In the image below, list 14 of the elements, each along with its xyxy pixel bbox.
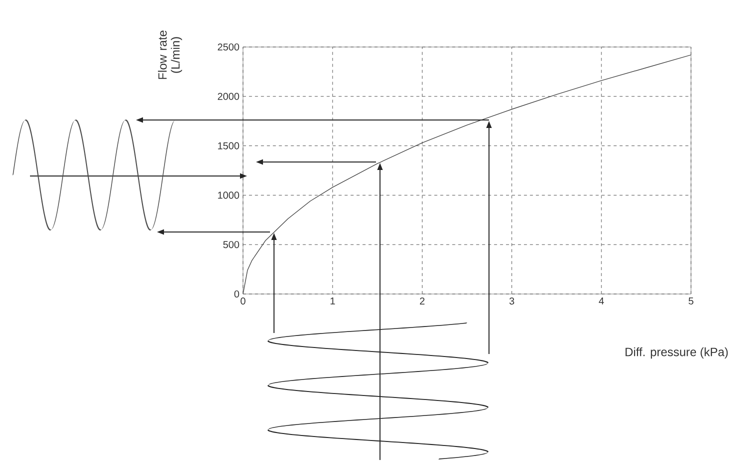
y-tick-label: 2000 bbox=[218, 92, 240, 100]
y-tick-label: 0 bbox=[234, 290, 240, 298]
y-tick-label: 1000 bbox=[218, 192, 240, 199]
y-tick-label: 500 bbox=[223, 241, 240, 248]
x-axis-title: Diff. pressure (kPa) bbox=[626, 347, 728, 359]
x-tick-label: 4 bbox=[598, 298, 604, 304]
y-axis-title: Flow rate (L/min) bbox=[158, 30, 182, 79]
y-tick-label: 1500 bbox=[218, 142, 240, 150]
y-tick-label: 2500 bbox=[218, 43, 240, 51]
x-tick-label: 1 bbox=[330, 298, 335, 304]
x-tick-label: 0 bbox=[240, 298, 246, 305]
x-tick-label: 2 bbox=[420, 298, 424, 304]
x-tick-label: 3 bbox=[509, 298, 514, 305]
x-tick-label: 5 bbox=[688, 298, 694, 304]
